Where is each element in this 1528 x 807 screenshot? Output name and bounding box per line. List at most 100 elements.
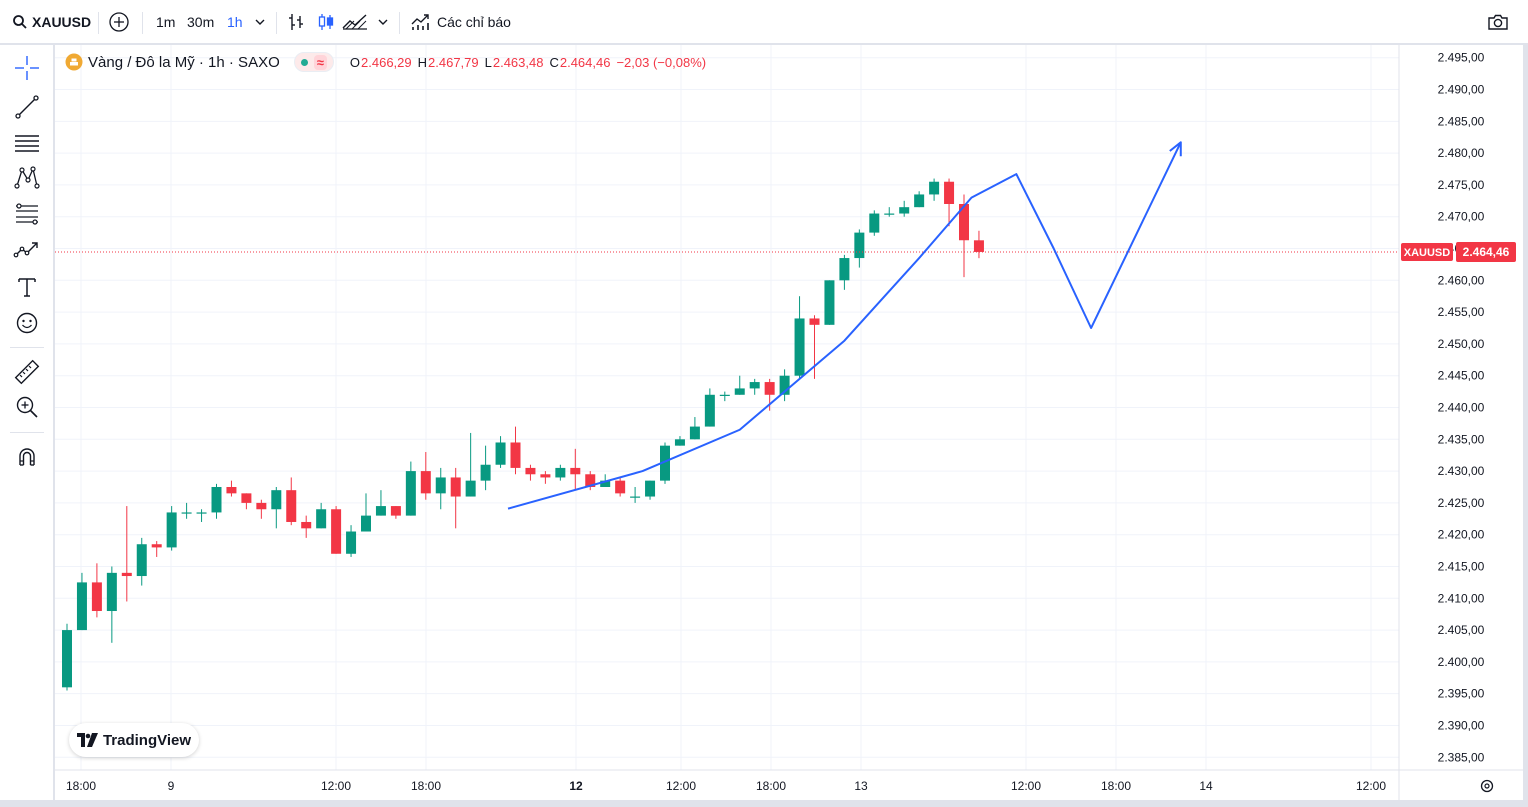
price-axis-bg bbox=[1399, 45, 1523, 770]
channel-tool[interactable] bbox=[10, 128, 44, 158]
area-chart-icon bbox=[342, 14, 367, 30]
market-open-dot bbox=[300, 58, 308, 66]
time-axis[interactable]: 18:00 9 12:00 18:00 12 12:00 18:00 13 12:00 18:00… bbox=[66, 779, 1386, 793]
candle bbox=[674, 436, 685, 446]
last-price-tag[interactable]: XAUUSD 2.464,46 bbox=[1401, 241, 1516, 262]
candle bbox=[854, 229, 865, 268]
market-status-pill[interactable]: ≈ bbox=[293, 52, 334, 72]
candle-body bbox=[510, 442, 521, 468]
zigzag-line[interactable] bbox=[507, 141, 1182, 510]
pattern-tool[interactable] bbox=[10, 163, 44, 193]
zigzag-drawing[interactable] bbox=[507, 141, 1182, 510]
price-tick-label: 2.420,00 bbox=[1438, 528, 1485, 542]
price-tick-label: 2.440,00 bbox=[1438, 401, 1485, 415]
price-tick-label: 2.390,00 bbox=[1438, 718, 1485, 732]
magnet-tool[interactable] bbox=[10, 442, 44, 472]
candles-style-button[interactable] bbox=[316, 0, 336, 44]
grid-lines bbox=[55, 45, 1399, 770]
interval-1m[interactable]: 1m bbox=[156, 0, 175, 44]
candle-body bbox=[764, 382, 775, 395]
add-symbol-icon bbox=[109, 12, 129, 32]
interval-dropdown[interactable] bbox=[254, 0, 266, 44]
time-tick-label: 18:00 bbox=[66, 779, 96, 793]
time-tick-label: 9 bbox=[168, 779, 175, 793]
price-tick-label: 2.475,00 bbox=[1438, 178, 1485, 192]
candle-body bbox=[181, 512, 192, 514]
candle-body bbox=[854, 232, 865, 259]
candle-body bbox=[525, 467, 536, 475]
snapshot-button[interactable] bbox=[1487, 0, 1509, 44]
ruler-icon bbox=[14, 359, 40, 385]
top-toolbar: XAUUSD 1m 30m 1h Các chỉ báo bbox=[0, 0, 1528, 44]
zoom-in-tool[interactable] bbox=[10, 392, 44, 422]
candle bbox=[62, 623, 72, 691]
candle-body bbox=[630, 496, 641, 498]
candle bbox=[944, 178, 955, 227]
price-tag-text: 2.464,46 bbox=[1463, 245, 1510, 259]
candle bbox=[525, 464, 536, 481]
candle bbox=[420, 452, 431, 500]
candle-body bbox=[226, 486, 237, 494]
crosshair-tool[interactable] bbox=[10, 53, 44, 83]
chevron-down-icon bbox=[378, 19, 388, 25]
emoji-tool[interactable] bbox=[10, 308, 44, 338]
price-chart[interactable]: 2.495,00 2.490,00 2.485,00 2.480,00 2.475,00… bbox=[55, 45, 1523, 800]
time-tick-label: 12:00 bbox=[1356, 779, 1386, 793]
time-tick-label: 18:00 bbox=[1101, 779, 1131, 793]
interval-1h[interactable]: 1h bbox=[227, 0, 243, 44]
candle-body bbox=[316, 509, 327, 529]
interval-30m[interactable]: 30m bbox=[187, 0, 214, 44]
forecast-tool[interactable] bbox=[10, 235, 44, 265]
candle-body bbox=[615, 480, 626, 494]
candle bbox=[899, 200, 910, 217]
candle bbox=[361, 493, 371, 532]
compare-button[interactable] bbox=[108, 0, 130, 44]
low-label: L bbox=[484, 54, 492, 70]
time-axis-settings-button[interactable] bbox=[1480, 779, 1494, 793]
symbol-tag-bg bbox=[1401, 242, 1453, 261]
price-axis[interactable]: 2.495,00 2.490,00 2.485,00 2.480,00 2.475,00… bbox=[1438, 51, 1485, 765]
candle-body bbox=[585, 474, 596, 487]
trendline-tool[interactable] bbox=[10, 92, 44, 122]
candle-body bbox=[779, 375, 790, 395]
candle bbox=[346, 525, 357, 557]
symbol-search[interactable]: XAUUSD bbox=[12, 0, 91, 44]
candle bbox=[226, 480, 237, 497]
candle-body bbox=[794, 318, 805, 376]
area-style-button[interactable] bbox=[342, 0, 368, 44]
candles bbox=[62, 178, 984, 691]
candle bbox=[166, 506, 177, 551]
bar-style-button[interactable] bbox=[287, 0, 305, 44]
candle bbox=[570, 448, 581, 491]
text-tool[interactable] bbox=[10, 272, 44, 302]
candle bbox=[704, 388, 715, 427]
symbol-tag-text: XAUUSD bbox=[1404, 247, 1451, 259]
camera-icon bbox=[1488, 14, 1508, 30]
high-value: 2.467,79 bbox=[428, 54, 479, 70]
time-tick-label: 12:00 bbox=[666, 779, 696, 793]
price-tick-label: 2.425,00 bbox=[1438, 496, 1485, 510]
divider bbox=[98, 12, 99, 34]
candle-body bbox=[286, 490, 297, 522]
candle-body bbox=[136, 544, 147, 577]
candle-body bbox=[375, 506, 386, 516]
parallel-channel-icon bbox=[15, 135, 39, 152]
zoom-in-icon bbox=[16, 396, 38, 418]
candle bbox=[76, 572, 87, 631]
chart-area[interactable]: 2.495,00 2.490,00 2.485,00 2.480,00 2.475,00… bbox=[55, 45, 1523, 800]
interval-1m-label: 1m bbox=[156, 14, 176, 30]
indicators-button[interactable]: Các chỉ báo bbox=[410, 0, 511, 44]
tradingview-logo[interactable]: TradingView bbox=[69, 723, 199, 757]
legend-title[interactable]: Vàng / Đô la Mỹ · 1h · SAXO bbox=[88, 53, 280, 71]
chart-type-dropdown[interactable] bbox=[377, 0, 389, 44]
ruler-tool[interactable] bbox=[10, 357, 44, 387]
candle-body bbox=[689, 426, 700, 440]
candle-body bbox=[361, 515, 371, 532]
candle bbox=[734, 375, 745, 395]
time-tick-label: 14 bbox=[1199, 779, 1213, 793]
candle-body bbox=[944, 181, 955, 204]
candle bbox=[809, 315, 820, 379]
candle bbox=[630, 486, 641, 503]
fib-tool[interactable] bbox=[10, 199, 44, 229]
